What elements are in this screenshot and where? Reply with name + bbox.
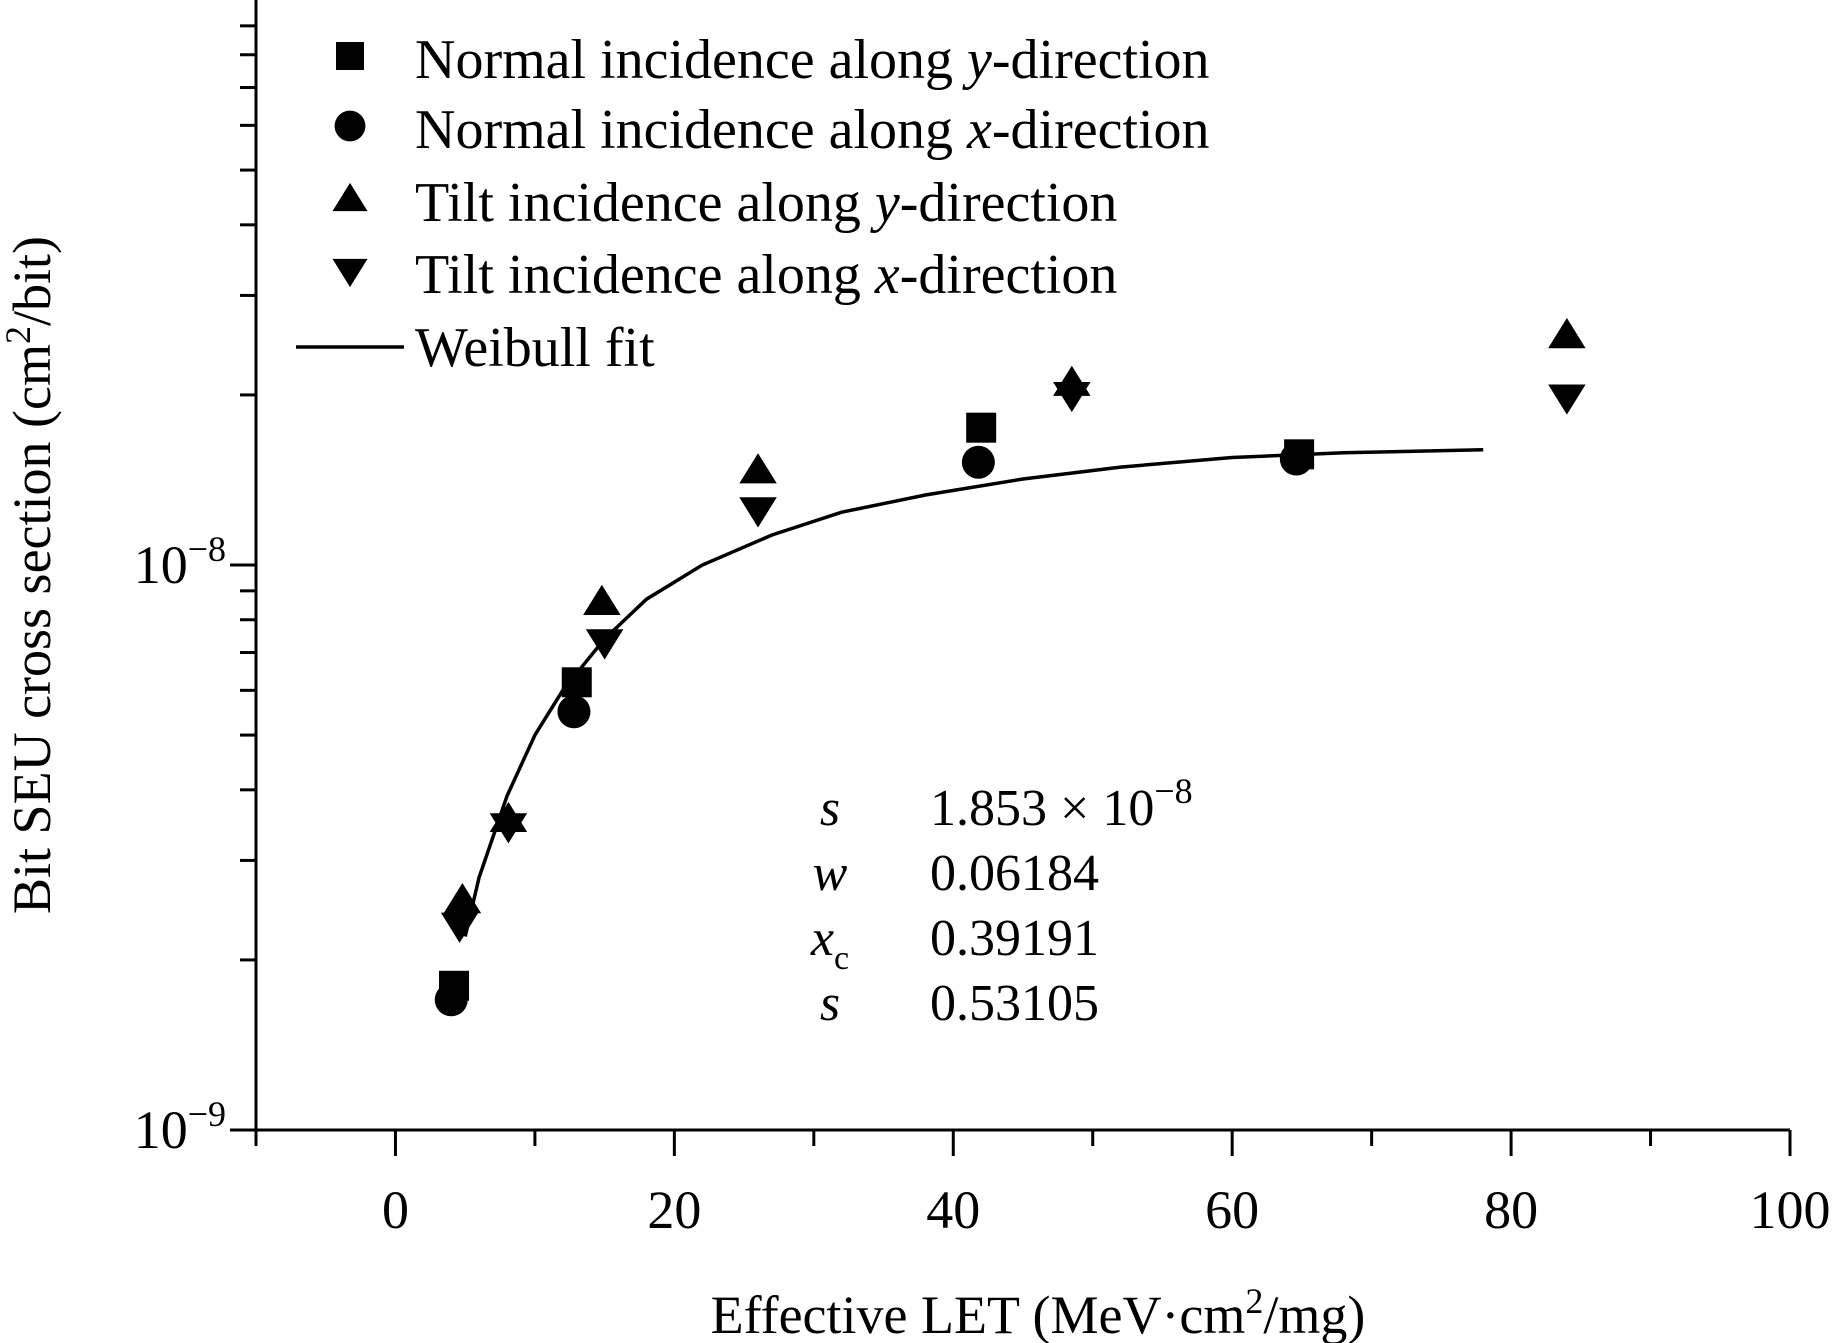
data-point-circle: [961, 445, 995, 479]
y-tick-label: 10−8: [134, 529, 226, 595]
data-point-square: [966, 412, 997, 443]
y-axis-title: Bit SEU cross section (cm2/bit): [0, 236, 62, 914]
y-tick-label: 10−9: [134, 1094, 226, 1160]
x-tick-label: 100: [1750, 1180, 1831, 1240]
param-value: 0.06184: [930, 845, 1099, 902]
param-name: xc: [810, 910, 849, 977]
legend-marker-triangle-down: [332, 258, 368, 288]
fit-layer: [463, 447, 1484, 937]
data-point-triangle-down: [1548, 384, 1586, 415]
legend-label-weibull: Weibull fit: [415, 317, 655, 379]
x-tick-label: 60: [1205, 1180, 1259, 1240]
legend: Normal incidence along y-direction Normal…: [296, 29, 1210, 379]
x-tick-label: 20: [647, 1180, 701, 1240]
fit-parameters: s 1.853 × 10−8 w 0.06184 xc 0.39191 s 0.53105: [810, 771, 1193, 1032]
markers: [434, 318, 1586, 1017]
data-point-square: [561, 667, 592, 698]
data-point-triangle-down: [440, 912, 479, 943]
data-point-triangle-up: [1548, 318, 1586, 349]
data-point-circle: [557, 695, 591, 729]
param-value: 0.53105: [930, 975, 1099, 1032]
data-point-triangle-up: [583, 584, 621, 615]
param-value: 1.853 × 10−8: [930, 771, 1193, 837]
legend-marker-square: [336, 42, 364, 70]
data-point-triangle-down: [739, 497, 777, 528]
x-tick-label: 40: [926, 1180, 980, 1240]
data-point-triangle-down: [489, 813, 528, 844]
data-point-triangle-up: [443, 883, 482, 914]
param-name: s: [820, 975, 840, 1032]
legend-label: Normal incidence along x-direction: [415, 99, 1210, 161]
param-name: w: [813, 845, 848, 902]
x-tick-label: 0: [382, 1180, 409, 1240]
param-name: s: [820, 780, 840, 837]
weibull-fit-line: [463, 447, 1484, 937]
data-point-circle: [434, 983, 468, 1017]
legend-label: Tilt incidence along x-direction: [415, 244, 1117, 306]
data-point-circle: [1279, 442, 1313, 476]
x-axis-title: Effective LET (MeV·cm2/mg): [711, 1281, 1366, 1343]
legend-label: Tilt incidence along y-direction: [415, 172, 1117, 234]
ticks: 0 20 40 60 80 100 10−9 10−8: [134, 24, 1831, 1240]
x-tick-label: 80: [1484, 1180, 1538, 1240]
legend-label: Normal incidence along y-direction: [415, 29, 1210, 91]
legend-marker-circle: [334, 110, 366, 142]
data-point-triangle-down: [585, 629, 624, 660]
data-point-triangle-down: [1053, 381, 1091, 413]
param-value: 0.39191: [930, 910, 1099, 967]
legend-marker-triangle-up: [332, 182, 368, 212]
data-point-triangle-up: [739, 453, 777, 484]
